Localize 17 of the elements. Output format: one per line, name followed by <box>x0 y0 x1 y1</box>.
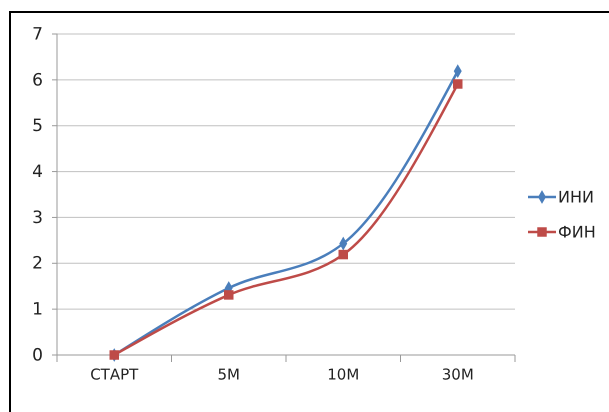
point <box>453 79 462 89</box>
y-tick-label: 7 <box>32 24 43 44</box>
legend-label: ИНИ <box>558 188 594 207</box>
y-tick-label: 5 <box>32 116 43 136</box>
x-tick-label: СТАРТ <box>90 366 140 384</box>
y-tick-label: 6 <box>32 70 43 90</box>
y-tick-label: 3 <box>32 208 43 228</box>
point <box>224 290 234 300</box>
y-tick-label: 2 <box>32 254 43 274</box>
legend-label: ФИН <box>558 222 596 242</box>
y-tick-label: 4 <box>32 162 43 182</box>
y-tick-label: 0 <box>32 345 43 366</box>
x-tick-label: 30M <box>442 366 474 384</box>
point <box>338 250 348 260</box>
x-tick-label: 5M <box>218 366 240 384</box>
y-tick-label: 1 <box>32 300 43 320</box>
x-tick-label: 10M <box>327 366 360 384</box>
